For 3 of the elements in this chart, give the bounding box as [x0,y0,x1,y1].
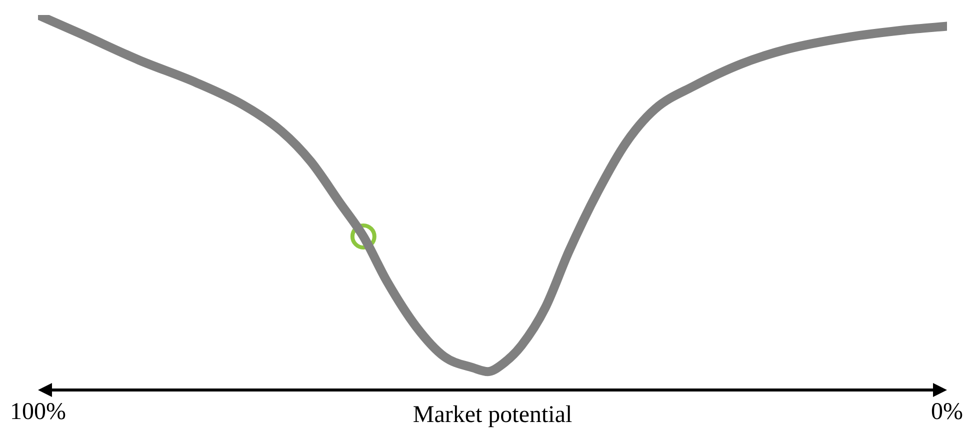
x-tick-label: 100% [10,399,66,426]
x-axis-title: Market potential [412,402,572,428]
x-tick-label: 0% [931,399,963,426]
